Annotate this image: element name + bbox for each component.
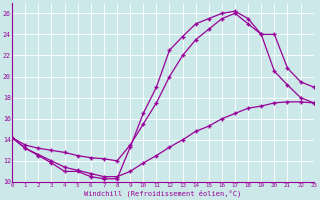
X-axis label: Windchill (Refroidissement éolien,°C): Windchill (Refroidissement éolien,°C) bbox=[84, 190, 242, 197]
